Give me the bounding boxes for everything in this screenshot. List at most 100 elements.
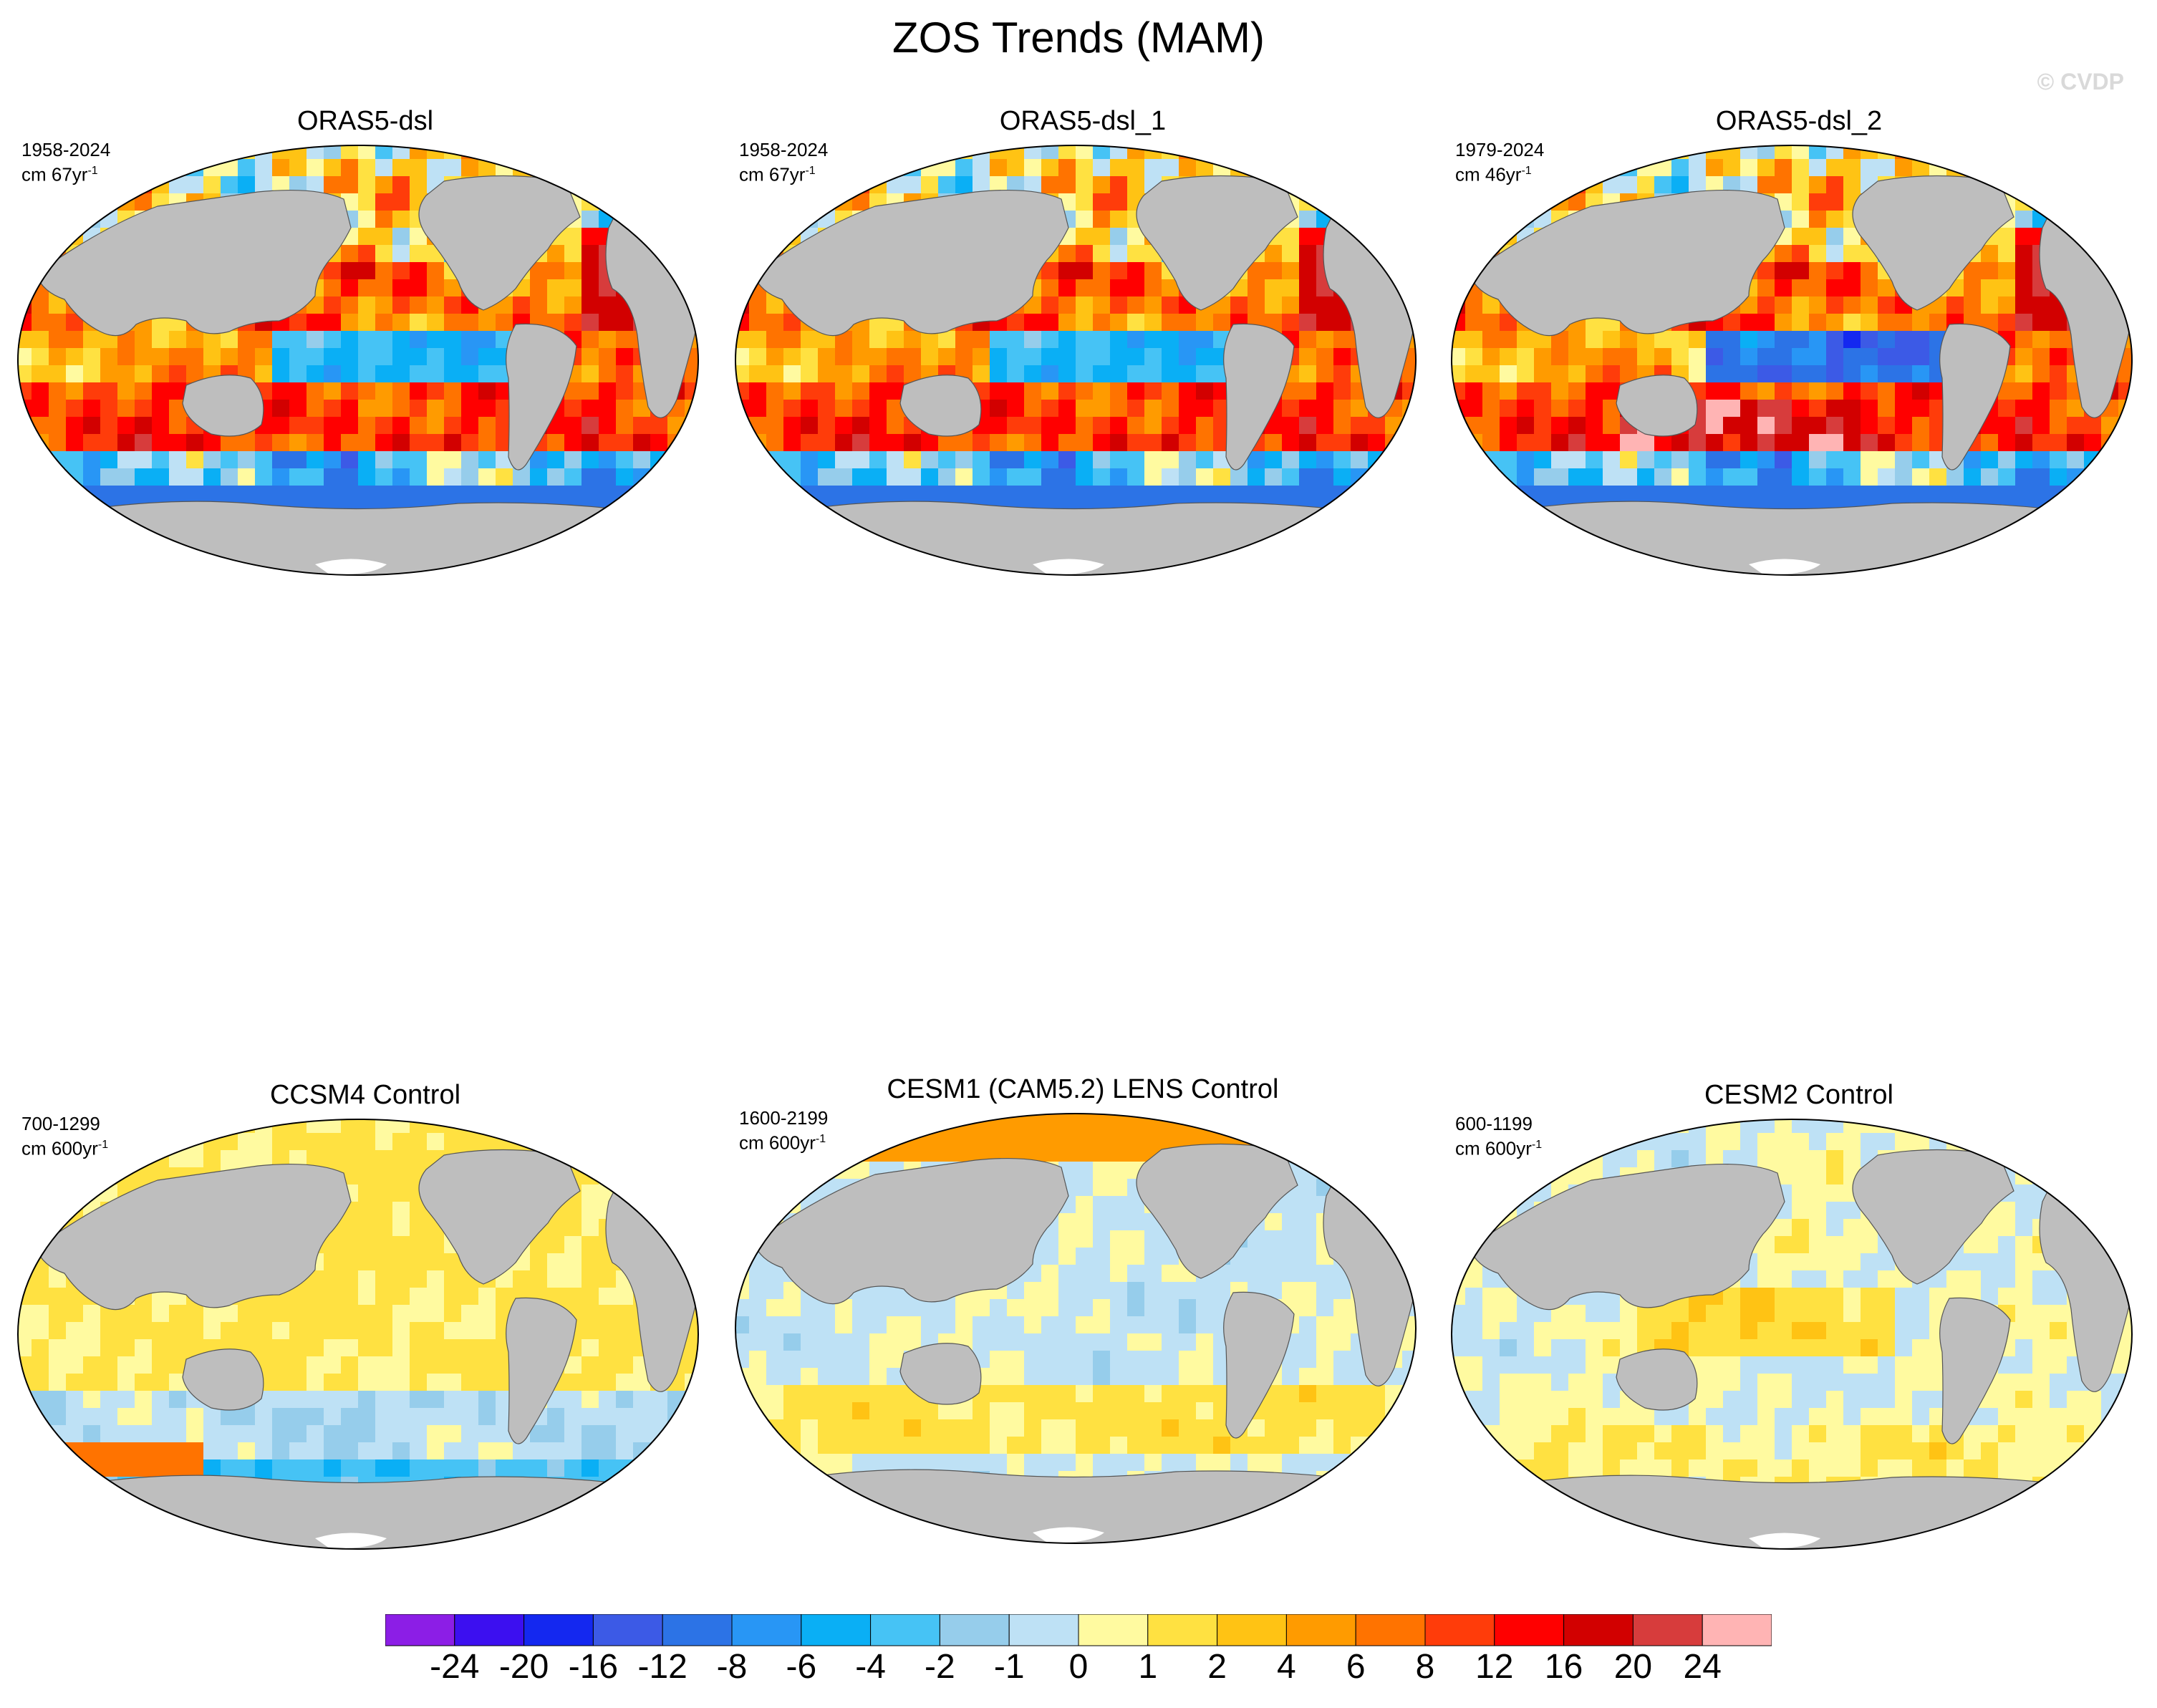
colorbar-tick-label: -16 bbox=[568, 1648, 619, 1686]
panel-period: 600-1199 bbox=[1455, 1113, 1533, 1134]
ice-shelf bbox=[315, 559, 387, 575]
colorbar-tick-label: -6 bbox=[786, 1648, 817, 1686]
panel-period: 700-1299 bbox=[21, 1113, 100, 1134]
ice-shelf bbox=[1749, 1533, 1820, 1549]
panel-period: 1958-2024 bbox=[21, 139, 111, 160]
australia-land bbox=[899, 375, 982, 437]
colorbar-tick-label: 6 bbox=[1346, 1648, 1366, 1686]
australia-land bbox=[182, 375, 264, 437]
panel-period: 1979-2024 bbox=[1455, 139, 1545, 160]
map-panel-ccsm4-control: CCSM4 Control 700-1299 cm 600yr-1 bbox=[7, 1080, 723, 1553]
panel-period: 1600-2199 bbox=[739, 1107, 829, 1129]
map-border bbox=[1451, 1119, 2133, 1550]
australia-land bbox=[1616, 1348, 1698, 1411]
colorbar-bin bbox=[1285, 1614, 1356, 1646]
colorbar-tick-label: -8 bbox=[716, 1648, 748, 1686]
ice-shelf bbox=[315, 1533, 387, 1549]
trend-field bbox=[735, 1114, 1416, 1543]
panel-title: CCSM4 Control bbox=[269, 1080, 461, 1110]
south-america-land bbox=[506, 323, 577, 471]
asia-land bbox=[1469, 1163, 1785, 1311]
ice-shelf bbox=[1033, 1527, 1104, 1543]
panel-units: cm 600yr-1 bbox=[739, 1132, 826, 1154]
colorbar-tick-label: 20 bbox=[1613, 1648, 1653, 1686]
colorbar bbox=[385, 1614, 1772, 1646]
colorbar-bin bbox=[870, 1614, 940, 1646]
australia-land bbox=[182, 1348, 264, 1411]
south-america-land bbox=[1223, 1291, 1295, 1439]
map-panel-oras5-dsl-1: ORAS5-dsl_1 1958-2024 cm 67yr-1 bbox=[725, 106, 1441, 579]
colorbar-tick-label: -12 bbox=[637, 1648, 687, 1686]
map-panel-oras5-dsl-2: ORAS5-dsl_2 1979-2024 cm 46yr-1 bbox=[1441, 106, 2157, 579]
colorbar-bin bbox=[385, 1614, 455, 1646]
panel-units: cm 46yr-1 bbox=[1455, 163, 1532, 185]
colorbar-tick-label: -1 bbox=[993, 1648, 1025, 1686]
panel-units: cm 67yr-1 bbox=[21, 163, 98, 185]
map-border bbox=[735, 145, 1417, 576]
asia-land bbox=[35, 189, 352, 337]
colorbar-tick-label: 4 bbox=[1277, 1648, 1296, 1686]
figure-title: ZOS Trends (MAM) bbox=[892, 14, 1265, 62]
colorbar-bin bbox=[1217, 1614, 1287, 1646]
map-border bbox=[1451, 145, 2133, 576]
colorbar-bin bbox=[1494, 1614, 1565, 1646]
panel-period: 1958-2024 bbox=[739, 139, 829, 160]
colorbar-bin bbox=[1078, 1614, 1149, 1646]
asia-land bbox=[35, 1163, 352, 1311]
colorbar-tick-label: 1 bbox=[1138, 1648, 1158, 1686]
map-svg bbox=[735, 145, 1417, 576]
ice-shelf bbox=[1749, 559, 1820, 575]
colorbar-tick-label: 0 bbox=[1068, 1648, 1089, 1686]
map-panel-cesm2-control: CESM2 Control 600-1199 cm 600yr-1 bbox=[1441, 1080, 2157, 1553]
asia-land bbox=[753, 189, 1069, 337]
colorbar-bin bbox=[1563, 1614, 1634, 1646]
map-svg bbox=[17, 1119, 699, 1550]
panel-title: ORAS5-dsl_2 bbox=[1715, 106, 1883, 136]
ice-shelf bbox=[1033, 559, 1104, 575]
australia-land bbox=[899, 1343, 982, 1405]
australia-land bbox=[1616, 375, 1698, 437]
panel-units: cm 67yr-1 bbox=[739, 163, 816, 185]
asia-land bbox=[1469, 189, 1785, 337]
cvdp-watermark: © CVDP bbox=[2037, 69, 2124, 95]
colorbar-tick-label: -20 bbox=[498, 1648, 549, 1686]
colorbar-bin bbox=[1008, 1614, 1079, 1646]
map-panel-oras5-dsl: ORAS5-dsl 1958-2024 cm 67yr-1 bbox=[7, 106, 723, 579]
panel-title: ORAS5-dsl bbox=[296, 106, 434, 136]
colorbar-bin bbox=[454, 1614, 525, 1646]
panel-title: CESM2 Control bbox=[1704, 1080, 1893, 1110]
map-border bbox=[735, 1113, 1417, 1544]
map-svg bbox=[1451, 1119, 2133, 1550]
map-border bbox=[17, 145, 699, 576]
map-svg bbox=[1451, 145, 2133, 576]
map-svg bbox=[735, 1113, 1417, 1544]
south-america-land bbox=[1939, 323, 2011, 471]
colorbar-bin bbox=[939, 1614, 1010, 1646]
colorbar-bin bbox=[1355, 1614, 1426, 1646]
colorbar-bin bbox=[1632, 1614, 1703, 1646]
colorbar-tick-label: 24 bbox=[1683, 1648, 1722, 1686]
map-border bbox=[17, 1119, 699, 1550]
colorbar-tick-label: -4 bbox=[855, 1648, 886, 1686]
colorbar-tick-label: -2 bbox=[925, 1648, 955, 1686]
colorbar-bin bbox=[523, 1614, 594, 1646]
panel-title: CESM1 (CAM5.2) LENS Control bbox=[887, 1074, 1279, 1104]
colorbar-bin bbox=[1702, 1614, 1772, 1646]
colorbar-bin bbox=[1424, 1614, 1495, 1646]
colorbar-bin bbox=[1147, 1614, 1218, 1646]
panel-units: cm 600yr-1 bbox=[21, 1137, 109, 1159]
south-america-land bbox=[1223, 323, 1295, 471]
colorbar-tick-label: 12 bbox=[1475, 1648, 1514, 1686]
colorbar-bin bbox=[662, 1614, 733, 1646]
colorbar-tick-label: 16 bbox=[1544, 1648, 1583, 1686]
colorbar-bin bbox=[801, 1614, 872, 1646]
colorbar-tick-label: 2 bbox=[1207, 1648, 1227, 1686]
map-svg bbox=[17, 145, 699, 576]
south-america-land bbox=[506, 1297, 577, 1444]
panel-units: cm 600yr-1 bbox=[1455, 1137, 1543, 1159]
asia-land bbox=[753, 1157, 1069, 1305]
panel-title: ORAS5-dsl_1 bbox=[999, 106, 1167, 136]
map-panel-cesm1-lens-control: CESM1 (CAM5.2) LENS Control 1600-2199 cm… bbox=[725, 1074, 1441, 1547]
colorbar-tick-label: 8 bbox=[1415, 1648, 1435, 1686]
colorbar-bin bbox=[731, 1614, 802, 1646]
